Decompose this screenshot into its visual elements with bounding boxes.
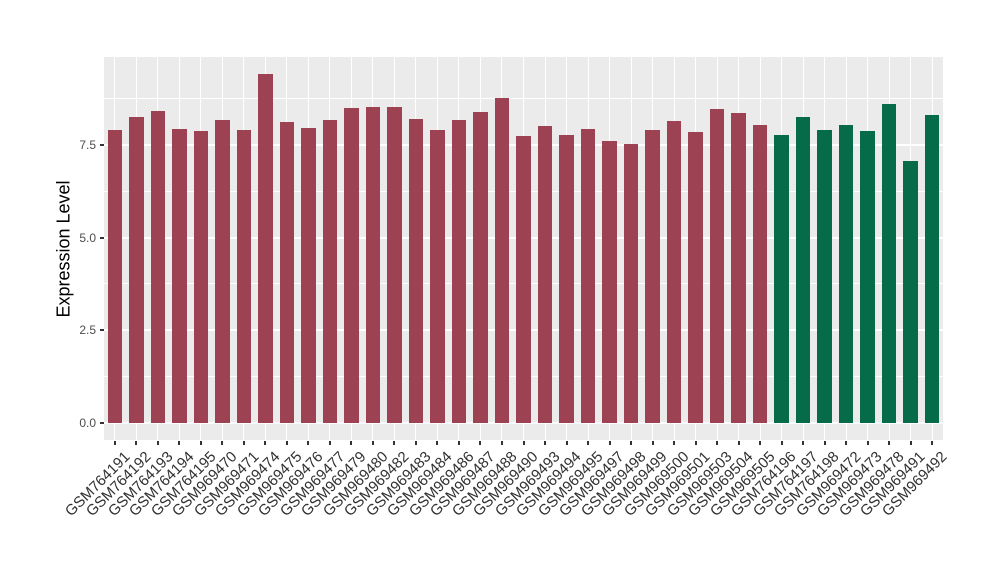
x-axis-tick: [909, 441, 912, 445]
y-axis-tick-label: 2.5: [79, 323, 96, 338]
bar-GSM969472: [838, 125, 854, 423]
bar-GSM969493: [537, 126, 553, 423]
x-axis-tick: [823, 441, 826, 445]
bar-GSM969477: [322, 120, 338, 423]
bar-GSM969484: [430, 130, 445, 423]
bar-GSM764196: [774, 135, 789, 423]
x-axis-tick: [199, 441, 202, 445]
x-axis-tick: [780, 441, 783, 445]
bar-GSM969492: [924, 115, 940, 423]
x-axis-tick: [221, 441, 224, 445]
bar-GSM764198: [817, 130, 832, 423]
bar-GSM969475: [279, 121, 295, 423]
bar-GSM969479: [344, 108, 359, 423]
bar-GSM969483: [408, 118, 424, 423]
bar-GSM969476: [301, 127, 316, 423]
bar-GSM969478: [881, 104, 897, 423]
x-axis-tick: [888, 441, 891, 445]
bar-GSM764193: [150, 111, 166, 423]
bar-GSM969471: [236, 130, 252, 423]
bar-GSM969482: [387, 106, 402, 423]
x-axis-tick: [544, 441, 546, 445]
bar-GSM764191: [107, 129, 122, 423]
x-axis-tick: [436, 441, 439, 445]
x-axis-tick: [500, 441, 503, 445]
y-axis-title: Expression Level: [53, 180, 74, 318]
bar-GSM969487: [473, 112, 488, 423]
x-axis-tick: [156, 441, 159, 445]
x-axis-tick: [264, 441, 267, 445]
x-axis-tick: [630, 441, 633, 445]
x-axis-tick: [328, 441, 331, 445]
y-axis-tick: [100, 144, 104, 147]
y-axis-tick-label: 7.5: [79, 138, 96, 153]
bar-GSM969470: [215, 119, 230, 423]
x-axis-tick: [371, 441, 374, 445]
bar-GSM969480: [365, 107, 381, 423]
x-axis-tick: [393, 441, 396, 445]
x-axis-tick: [457, 441, 460, 445]
bar-GSM969486: [451, 119, 467, 423]
gridline-major-horizontal: [104, 421, 943, 424]
x-axis-tick: [587, 441, 590, 445]
bar-GSM764194: [172, 129, 187, 423]
x-axis-tick: [350, 441, 353, 445]
bar-GSM764195: [193, 131, 209, 423]
y-axis-tick-label: 0.0: [79, 415, 96, 430]
x-axis-tick: [866, 441, 869, 445]
x-axis-tick: [716, 441, 719, 445]
bar-GSM969498: [623, 143, 639, 423]
bar-GSM969491: [903, 160, 918, 423]
x-axis-tick: [565, 441, 568, 445]
y-axis-tick: [100, 236, 104, 239]
bar-GSM764192: [129, 116, 144, 423]
x-axis-tick: [608, 441, 611, 445]
x-axis-tick: [479, 441, 482, 445]
x-axis-tick: [414, 441, 417, 445]
bar-GSM969474: [258, 74, 273, 423]
bar-GSM969497: [602, 141, 617, 423]
gridline-minor-horizontal: [104, 98, 943, 100]
x-axis-tick: [931, 441, 934, 445]
x-axis-tick: [845, 441, 848, 445]
bar-GSM969501: [688, 132, 703, 423]
bar-GSM764197: [795, 116, 811, 423]
x-axis-tick: [802, 441, 805, 445]
x-axis-tick: [651, 441, 654, 445]
bar-GSM969499: [645, 130, 660, 423]
x-axis-tick: [522, 441, 525, 445]
y-axis-tick: [100, 421, 104, 424]
bar-GSM969503: [709, 108, 725, 423]
x-axis-tick: [307, 441, 310, 445]
y-axis-tick-label: 5.0: [79, 230, 96, 245]
bar-GSM969494: [559, 135, 574, 423]
x-axis-tick: [673, 441, 676, 445]
x-axis-tick: [737, 441, 740, 445]
bar-GSM969500: [666, 121, 682, 423]
y-axis-tick: [100, 329, 104, 332]
bar-GSM969488: [494, 97, 510, 423]
x-axis-tick: [113, 441, 116, 445]
bar-GSM969490: [516, 136, 531, 423]
x-axis-tick: [242, 441, 245, 445]
bar-GSM969473: [860, 131, 875, 423]
plot-panel: [104, 57, 943, 440]
bar-GSM969504: [731, 112, 746, 423]
x-axis-tick: [178, 441, 181, 445]
x-axis-tick: [694, 441, 697, 445]
bar-GSM969495: [580, 128, 596, 423]
bar-GSM969505: [752, 124, 768, 423]
x-axis-tick: [135, 441, 138, 445]
x-axis-tick: [759, 441, 762, 445]
x-axis-tick: [285, 441, 288, 445]
